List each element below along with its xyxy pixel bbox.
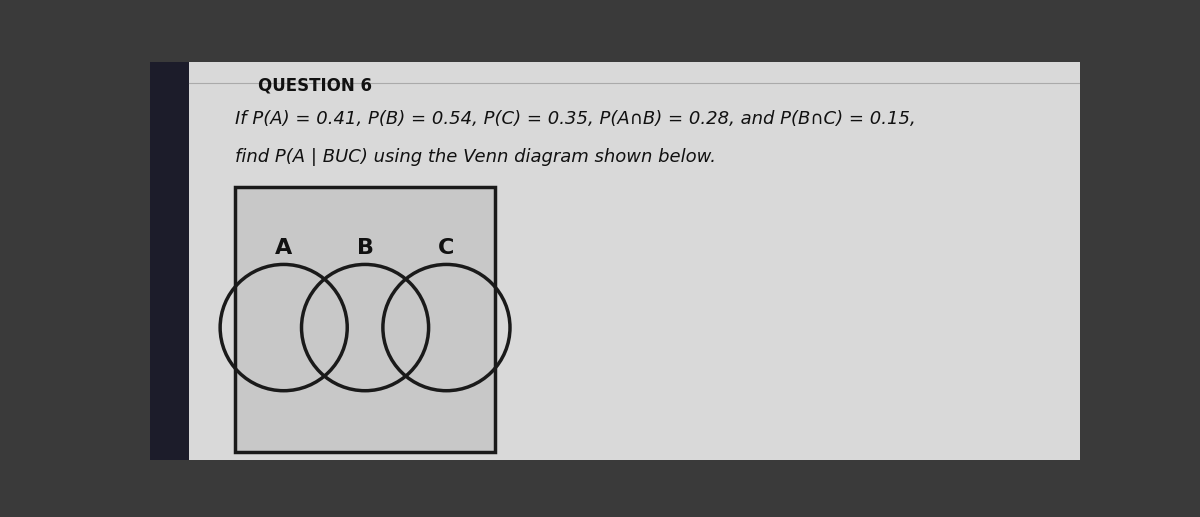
Text: If P(A) = 0.41, P(B) = 0.54, P(C) = 0.35, P(A∩B) = 0.28, and P(B∩C) = 0.15,: If P(A) = 0.41, P(B) = 0.54, P(C) = 0.35… — [235, 110, 916, 128]
Text: B: B — [356, 238, 373, 258]
Text: A: A — [275, 238, 293, 258]
Bar — [235, 187, 494, 452]
Text: C: C — [438, 238, 455, 258]
Text: find P(A | BUC) using the Venn diagram shown below.: find P(A | BUC) using the Venn diagram s… — [235, 148, 716, 166]
Text: QUESTION 6: QUESTION 6 — [258, 77, 372, 95]
Bar — [150, 62, 188, 460]
